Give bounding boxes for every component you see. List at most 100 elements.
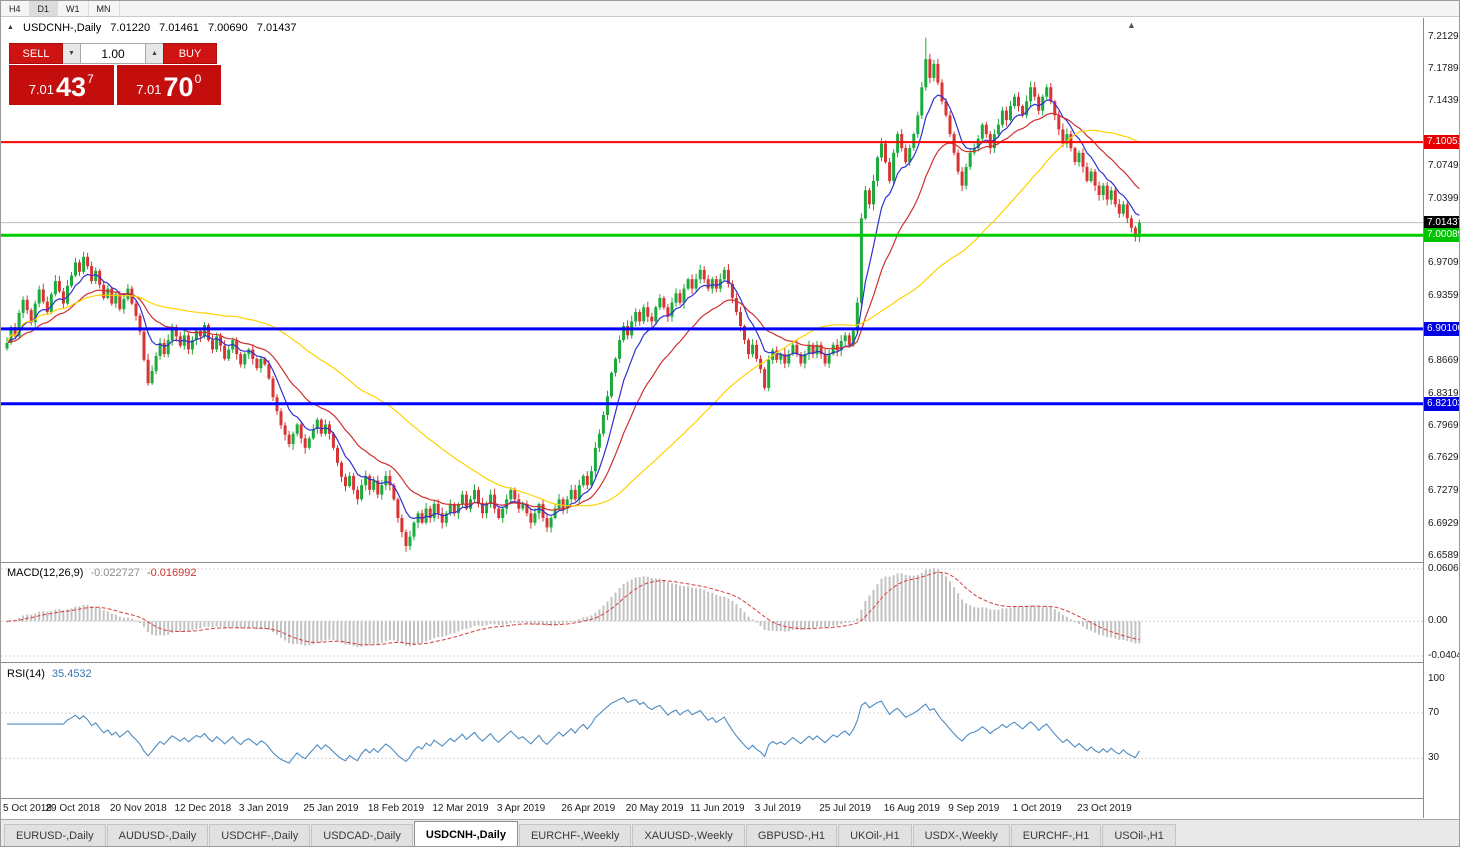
price-badge: 6.90100 <box>1424 321 1459 336</box>
one-click-trading-panel: SELL ▼ ▲ BUY 7.01 43 7 7.01 70 0 <box>9 43 221 105</box>
price-tick-label: 7.21290 <box>1428 30 1459 42</box>
date-label: 20 May 2019 <box>625 803 684 814</box>
date-label: 12 Mar 2019 <box>432 803 489 814</box>
date-label: 18 Feb 2019 <box>367 803 425 814</box>
symbol-period-label: USDCNH-,Daily <box>23 22 102 34</box>
timeframe-toolbar: H4 D1 W1 MN <box>1 1 1459 17</box>
open-value: 7.01220 <box>110 22 151 34</box>
chart-tab-eurchf-weekly[interactable]: EURCHF-,Weekly <box>518 824 632 846</box>
price-badge: 6.82103 <box>1424 396 1459 411</box>
chart-ohlc-header: ▲ USDCNH-,Daily 7.01220 7.01461 7.00690 … <box>7 22 303 34</box>
price-axis[interactable]: 7.21290 7.17890 7.14390 7.07490 7.03990 6.970… <box>1423 18 1459 818</box>
chart-tab-gbpusd-h1[interactable]: GBPUSD-,H1 <box>745 824 838 846</box>
rsi-axis-label: 30 <box>1428 752 1440 764</box>
date-label: 25 Jul 2019 <box>819 803 871 814</box>
chart-tab-xauusd-weekly[interactable]: XAUUSD-,Weekly <box>632 824 745 846</box>
low-value: 7.00690 <box>207 22 248 34</box>
close-value: 7.01437 <box>256 22 297 34</box>
date-label: 16 Aug 2019 <box>883 803 940 814</box>
timeframe-button-w1[interactable]: W1 <box>58 1 89 16</box>
chart-tab-eurusd-daily[interactable]: EURUSD-,Daily <box>4 824 106 846</box>
rsi-name: RSI(14) <box>7 668 45 680</box>
rsi-indicator-label: RSI(14) 35.4532 <box>7 668 92 680</box>
chart-tab-usoil-h1[interactable]: USOil-,H1 <box>1102 824 1176 846</box>
chart-tab-ukoil-h1[interactable]: UKOil-,H1 <box>838 824 912 846</box>
date-label: 23 Oct 2019 <box>1077 803 1132 814</box>
rsi-axis-label: 70 <box>1428 706 1440 718</box>
date-label: 20 Nov 2018 <box>109 803 167 814</box>
macd-signal-value: -0.016992 <box>146 567 197 579</box>
price-tick-label: 6.86690 <box>1428 354 1459 366</box>
price-tick-label: 7.07490 <box>1428 160 1459 172</box>
price-tick-label: 6.76290 <box>1428 452 1459 464</box>
date-label: 3 Jul 2019 <box>754 803 801 814</box>
date-label: 9 Sep 2019 <box>948 803 1000 814</box>
price-badge: 7.00089 <box>1424 228 1459 243</box>
timeframe-button-d1[interactable]: D1 <box>29 1 59 16</box>
macd-axis-label: 0.060687 <box>1428 563 1459 574</box>
timeframe-button-h4[interactable]: H4 <box>1 1 30 16</box>
sell-price-button[interactable]: 7.01 43 7 <box>9 65 114 105</box>
date-label: 3 Jan 2019 <box>238 803 289 814</box>
chart-tab-usdcad-daily[interactable]: USDCAD-,Daily <box>311 824 413 846</box>
price-tick-label: 6.65890 <box>1428 549 1459 561</box>
macd-pane[interactable] <box>1 563 1423 662</box>
buy-price-button[interactable]: 7.01 70 0 <box>116 65 221 105</box>
macd-indicator-label: MACD(12,26,9) -0.022727 -0.016992 <box>7 567 197 579</box>
pane-separator <box>1 798 1459 799</box>
buy-price-superscript: 0 <box>194 72 202 86</box>
date-label: 25 Jan 2019 <box>303 803 359 814</box>
price-tick-label: 6.93590 <box>1428 290 1459 302</box>
price-tick-label: 6.79690 <box>1428 420 1459 432</box>
date-label: 29 Oct 2018 <box>45 803 100 814</box>
chart-tab-usdcnh-daily[interactable]: USDCNH-,Daily <box>413 821 518 846</box>
volume-increase-button[interactable]: ▲ <box>146 43 163 64</box>
price-badge: 7.10051 <box>1424 135 1459 150</box>
macd-name: MACD(12,26,9) <box>7 567 84 579</box>
price-tick-label: 7.03990 <box>1428 192 1459 204</box>
price-tick-label: 7.14390 <box>1428 95 1459 107</box>
date-label: 3 Apr 2019 <box>496 803 546 814</box>
rsi-pane[interactable] <box>1 663 1423 798</box>
price-tick-label: 6.97090 <box>1428 257 1459 269</box>
pane-separator[interactable] <box>1 662 1459 663</box>
buy-price-main: 70 <box>163 72 194 102</box>
collapse-triangle-icon: ▲ <box>7 24 14 31</box>
sell-button[interactable]: SELL <box>9 43 63 64</box>
macd-axis-label: -0.040431 <box>1428 650 1459 661</box>
date-label: 26 Apr 2019 <box>561 803 616 814</box>
price-tick-label: 6.83190 <box>1428 387 1459 399</box>
high-value: 7.01461 <box>159 22 199 34</box>
chart-tab-usdx-weekly[interactable]: USDX-,Weekly <box>912 824 1010 846</box>
sell-price-main: 43 <box>56 72 87 102</box>
chart-region: ▲ USDCNH-,Daily 7.01220 7.01461 7.00690 … <box>1 18 1459 818</box>
rsi-axis-label: 100 <box>1428 673 1445 684</box>
price-badge: 7.01437 <box>1424 215 1459 230</box>
timeframe-button-mn[interactable]: MN <box>89 1 120 16</box>
date-label: 5 Oct 2018 <box>3 803 52 814</box>
chart-tab-eurchf-h1[interactable]: EURCHF-,H1 <box>1010 824 1102 846</box>
buy-price-prefix: 7.01 <box>136 82 162 97</box>
date-label: 12 Dec 2018 <box>174 803 232 814</box>
date-label: 1 Oct 2019 <box>1012 803 1062 814</box>
price-tick-label: 6.69290 <box>1428 517 1459 529</box>
pane-separator[interactable] <box>1 562 1459 563</box>
macd-value: -0.022727 <box>90 567 140 579</box>
rsi-value: 35.4532 <box>51 668 92 680</box>
date-label: 11 Jun 2019 <box>690 803 745 814</box>
macd-axis-label: 0.00 <box>1428 615 1448 627</box>
volume-input[interactable] <box>80 43 146 64</box>
chart-tab-bar: EURUSD-,Daily AUDUSD-,Daily USDCHF-,Daily U… <box>1 819 1459 846</box>
buy-button[interactable]: BUY <box>163 43 217 64</box>
chart-shift-marker-icon: ▲ <box>1127 20 1136 30</box>
sell-price-superscript: 7 <box>87 72 94 86</box>
sell-price-prefix: 7.01 <box>28 82 55 97</box>
chart-tab-usdchf-daily[interactable]: USDCHF-,Daily <box>209 824 311 846</box>
price-tick-label: 7.17890 <box>1428 62 1459 74</box>
price-tick-label: 6.72790 <box>1428 484 1459 496</box>
volume-decrease-button[interactable]: ▼ <box>63 43 80 64</box>
price-chart-pane[interactable] <box>1 18 1423 562</box>
chart-tab-audusd-daily[interactable]: AUDUSD-,Daily <box>106 824 209 846</box>
time-axis[interactable]: 5 Oct 2018 29 Oct 2018 20 Nov 2018 12 Dec 2… <box>1 799 1423 818</box>
